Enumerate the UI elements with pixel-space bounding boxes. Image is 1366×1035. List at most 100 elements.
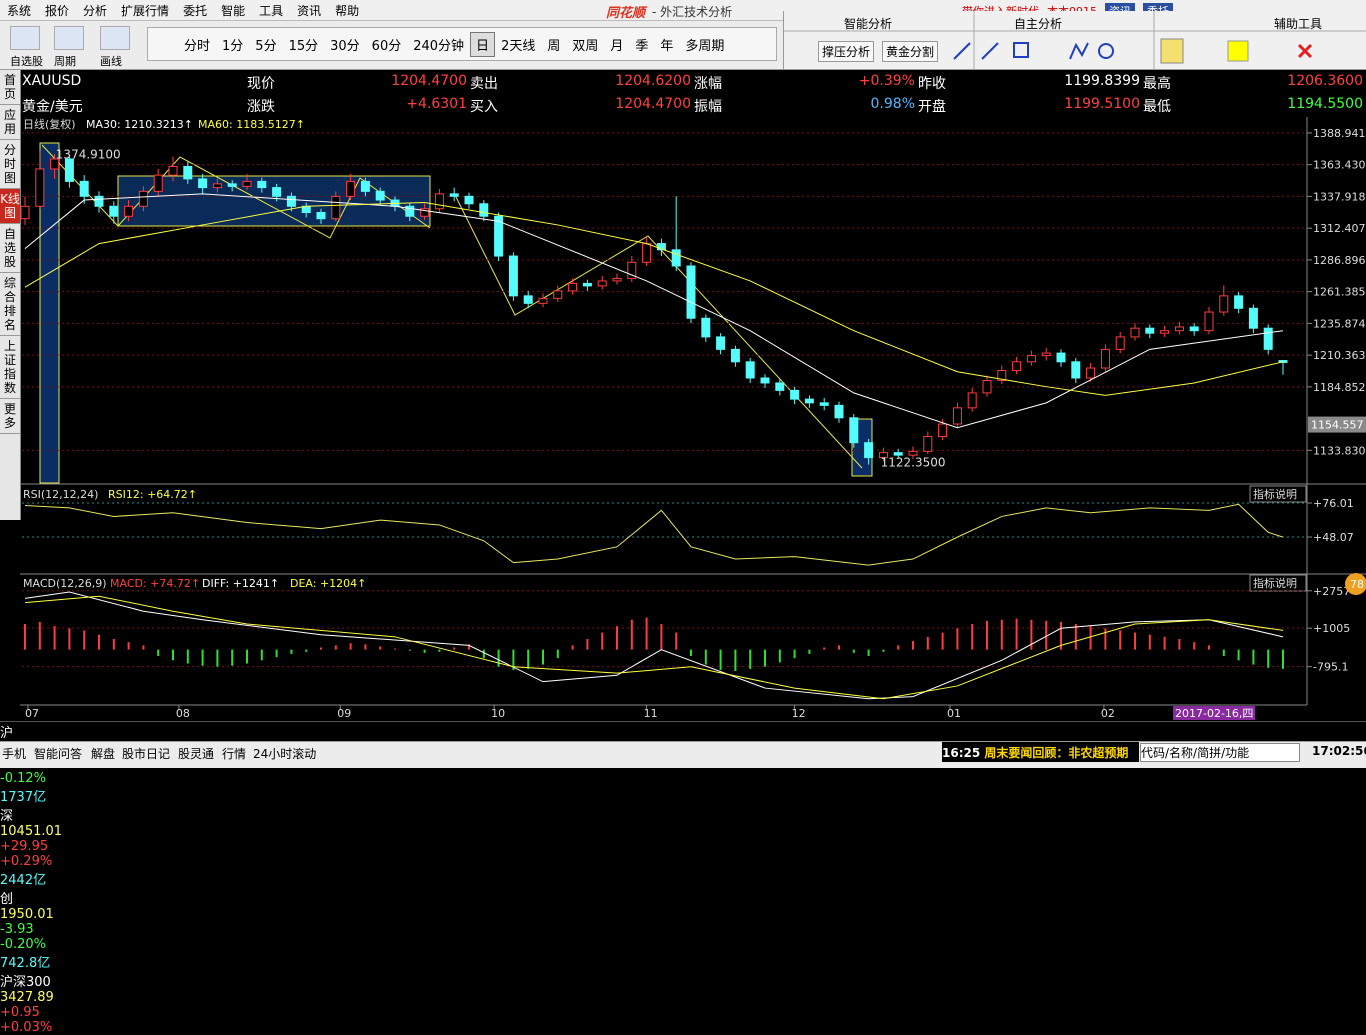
period-button[interactable]: 5分 <box>255 38 277 54</box>
quote-text: 1204.4700 <box>615 96 691 112</box>
period-button[interactable]: 周 <box>547 38 561 54</box>
period-button[interactable]: 日 <box>470 31 496 57</box>
ticker-item: 10451.01 <box>0 824 63 839</box>
status-link[interactable]: 智能问答 <box>34 747 83 761</box>
candle-body <box>1278 360 1288 363</box>
news-time: 16:25 <box>942 746 981 760</box>
tool-label[interactable]: 自选股 <box>10 55 43 68</box>
x-tick-label: 07 <box>25 707 39 720</box>
menu-item[interactable]: 帮助 <box>335 3 360 18</box>
status-link[interactable]: 行情 <box>222 747 247 761</box>
period-button[interactable]: 年 <box>660 38 674 54</box>
menu-item[interactable]: 分析 <box>83 3 108 18</box>
period-button[interactable]: 月 <box>610 38 624 54</box>
status-link[interactable]: 手机 <box>2 747 27 761</box>
ticker: 沪3212.76-3.99-0.12%1737亿深10451.01+29.95+… <box>0 721 1366 1035</box>
candle-body <box>923 435 933 452</box>
candle-body <box>671 249 681 267</box>
kline-chart: 1388.941 1363.430 1337.918 1312.407 1286.896… <box>20 117 1366 720</box>
panel-title[interactable]: 自主分析 <box>1014 17 1063 31</box>
side-tab[interactable]: 分时图 <box>0 140 20 189</box>
status-link[interactable]: 股市日记 <box>122 747 171 761</box>
indicator-line <box>24 202 1284 396</box>
news[interactable]: 16:25 周末要闻回顾：非农超预期 <box>942 742 1139 762</box>
x-tick-label: 11 <box>644 707 658 720</box>
icon[interactable] <box>54 26 84 50</box>
button[interactable] <box>1249 485 1307 503</box>
candle-body <box>864 442 874 459</box>
period-button[interactable]: 30分 <box>330 38 360 54</box>
menu-item[interactable]: 智能 <box>221 3 246 18</box>
side-tab[interactable]: 上证指数 <box>0 336 20 399</box>
ticker-item: 创 <box>0 892 14 907</box>
candle-body <box>286 195 296 207</box>
panel-title[interactable]: 辅助工具 <box>1274 17 1323 31</box>
analysis-button[interactable]: 撑压分析 <box>818 41 875 62</box>
period-button[interactable]: 2天线 <box>501 38 536 54</box>
icon[interactable] <box>10 26 40 50</box>
candle-body <box>997 370 1007 381</box>
indicator-line <box>24 193 1284 429</box>
period-button[interactable]: 60分 <box>371 38 402 54</box>
search-box[interactable]: 代码/名称/简拼/功能 <box>1140 743 1300 762</box>
period-button[interactable]: 1分 <box>222 38 244 54</box>
candle-body <box>878 452 888 459</box>
period-button[interactable]: 240分钟 <box>413 38 465 54</box>
side-tab[interactable]: 自选股 <box>0 224 20 273</box>
icon[interactable] <box>100 26 130 50</box>
candle-body <box>109 205 119 217</box>
status-link[interactable]: 24小时滚动 <box>253 747 317 761</box>
x-tick-label: 02 <box>1101 707 1115 720</box>
macd-reading: MACD: +74.72↑ <box>110 577 200 590</box>
candle-body <box>183 165 193 180</box>
y-tick-label: 1261.385 <box>1313 286 1366 299</box>
quote-text: +4.6301 <box>406 96 467 112</box>
candle-body <box>938 423 948 437</box>
side-tab[interactable]: K线图 <box>0 189 20 224</box>
candle-body <box>198 178 208 189</box>
menu-item[interactable]: 扩展行情 <box>121 3 170 18</box>
candle-body <box>893 452 903 456</box>
side-tab[interactable]: 综合排名 <box>0 273 20 336</box>
menu-item[interactable]: 委托 <box>183 3 208 18</box>
macd-reading: DEA: +1204↑ <box>290 577 366 590</box>
side-tab[interactable]: 更多 <box>0 399 20 434</box>
highlight-box <box>39 142 60 484</box>
status-link[interactable]: 解盘 <box>91 747 116 761</box>
period-button[interactable]: 季 <box>635 38 649 54</box>
analysis-button[interactable]: 黄金分割 <box>882 41 939 62</box>
side-tabs: 首页 应用 分时图 K线图 自选股 综合排名 上证指数 更多 <box>0 70 21 520</box>
candle-body <box>1160 330 1170 334</box>
candle-body <box>1174 326 1184 332</box>
candle-body <box>212 183 222 189</box>
period-button[interactable]: 双周 <box>572 38 599 54</box>
candle-body <box>494 215 504 257</box>
indicator-help[interactable]: 指标说明 <box>1253 576 1297 590</box>
quote-text: 1204.6200 <box>615 73 691 89</box>
side-tab[interactable]: 应用 <box>0 105 20 140</box>
tool-icons <box>784 11 1366 69</box>
window-title: - 外汇技术分析 <box>652 5 733 19</box>
menu-item[interactable]: 系统 <box>7 3 32 18</box>
tool-label[interactable]: 画线 <box>100 55 122 68</box>
period-button[interactable]: 多周期 <box>685 38 725 54</box>
panel-title[interactable]: 智能分析 <box>844 17 893 31</box>
side-tab[interactable]: 首页 <box>0 70 20 105</box>
status-link[interactable]: 股灵通 <box>178 747 215 761</box>
tool-label[interactable]: 周期 <box>54 55 76 68</box>
indicator-help[interactable]: 指标说明 <box>1253 487 1297 501</box>
y-tick-label: 1184.852 <box>1313 381 1366 394</box>
candle-body <box>790 389 800 400</box>
candle-body <box>1086 367 1096 379</box>
menu-item[interactable]: 报价 <box>45 3 70 18</box>
candle-body <box>730 348 740 363</box>
candle-body <box>701 317 711 338</box>
date-tag <box>1173 706 1255 720</box>
candle-body <box>1145 327 1155 334</box>
period-button[interactable]: 15分 <box>288 38 319 54</box>
quote-text: 0.98% <box>870 96 915 112</box>
menu-item[interactable]: 工具 <box>259 3 284 18</box>
y-tick-label: 1133.830 <box>1313 444 1366 457</box>
period-button[interactable]: 分时 <box>184 38 211 54</box>
menu-item[interactable]: 资讯 <box>297 3 322 18</box>
